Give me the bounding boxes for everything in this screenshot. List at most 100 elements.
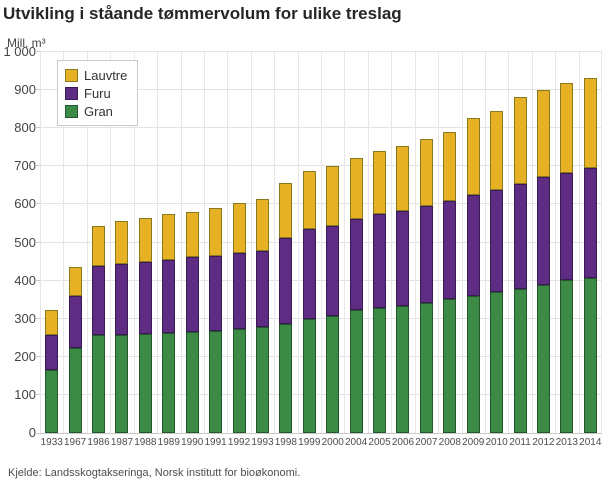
x-tick-label-1990: 1990 bbox=[181, 437, 204, 448]
x-tick-label-2014: 2014 bbox=[579, 437, 602, 448]
x-tick-label-2011: 2011 bbox=[509, 437, 531, 448]
bar-segment-furu-1991 bbox=[209, 255, 223, 331]
bar-segment-furu-2009 bbox=[466, 194, 480, 296]
bar-segment-lauvtre-2014 bbox=[583, 77, 597, 169]
bar-1986 bbox=[92, 225, 106, 433]
bar-segment-gran-1986 bbox=[92, 335, 106, 433]
bar-segment-gran-2011 bbox=[513, 288, 527, 433]
legend-label-gran: Gran bbox=[84, 103, 113, 119]
x-tick-label-1987: 1987 bbox=[110, 437, 134, 448]
bar-segment-lauvtre-2000 bbox=[326, 165, 340, 227]
y-tick-label-100: 100 bbox=[14, 386, 36, 402]
bar-segment-lauvtre-2009 bbox=[466, 117, 480, 195]
bar-segment-lauvtre-1988 bbox=[138, 217, 152, 262]
bar-1991 bbox=[209, 207, 223, 433]
bar-segment-furu-1988 bbox=[138, 261, 152, 334]
gridline-v-1 bbox=[63, 52, 64, 433]
bar-1933 bbox=[45, 310, 59, 433]
x-tick-label-1999: 1999 bbox=[298, 437, 321, 448]
y-tick-label-600: 600 bbox=[14, 196, 36, 212]
bar-segment-lauvtre-2007 bbox=[419, 139, 433, 206]
x-tick-label-2007: 2007 bbox=[415, 437, 438, 448]
bar-1967 bbox=[68, 267, 82, 433]
bar-segment-gran-1992 bbox=[232, 329, 246, 433]
bar-1990 bbox=[185, 211, 199, 433]
y-tick-label-0: 0 bbox=[28, 425, 36, 440]
bar-segment-gran-2013 bbox=[560, 280, 574, 433]
bar-segment-furu-2013 bbox=[560, 173, 574, 281]
bar-segment-gran-1998 bbox=[279, 323, 293, 433]
y-tick-label-900: 900 bbox=[14, 82, 36, 98]
bar-segment-gran-1991 bbox=[209, 330, 223, 433]
gridline-v-15 bbox=[391, 52, 392, 433]
bar-1988 bbox=[138, 217, 152, 433]
bar-segment-lauvtre-2008 bbox=[443, 132, 457, 201]
y-tick-800 bbox=[35, 127, 40, 129]
x-tick-label-2006: 2006 bbox=[391, 437, 415, 448]
x-tick-label-2000: 2000 bbox=[321, 437, 344, 448]
bar-segment-furu-1989 bbox=[162, 260, 176, 333]
x-tick-label-2008: 2008 bbox=[438, 437, 461, 448]
bar-segment-gran-2012 bbox=[536, 284, 550, 433]
y-tick-1000 bbox=[35, 51, 40, 52]
bar-segment-furu-1933 bbox=[45, 335, 59, 371]
y-tick-label-200: 200 bbox=[14, 348, 36, 364]
bar-segment-furu-1993 bbox=[255, 250, 269, 328]
bar-segment-furu-2005 bbox=[373, 213, 387, 309]
bar-segment-furu-1987 bbox=[115, 263, 129, 335]
x-tick-label-1967: 1967 bbox=[63, 437, 87, 448]
bar-1987 bbox=[115, 221, 129, 433]
gridline-v-18 bbox=[462, 52, 463, 433]
bar-segment-lauvtre-2012 bbox=[536, 90, 550, 178]
gridline-v-16 bbox=[415, 52, 416, 433]
bar-segment-gran-1987 bbox=[115, 334, 129, 433]
gridline-v-19 bbox=[485, 52, 486, 433]
y-axis-unit: Mill. m³ bbox=[7, 36, 46, 50]
x-tick-label-1986: 1986 bbox=[87, 437, 110, 448]
bar-segment-gran-1989 bbox=[162, 332, 176, 433]
gridline-v-3 bbox=[110, 52, 111, 433]
gridline-v-4 bbox=[134, 52, 135, 433]
gridline-v-20 bbox=[508, 52, 509, 433]
x-tick-label-1933: 1933 bbox=[40, 437, 63, 448]
legend-swatch-lauvtre-icon bbox=[65, 68, 78, 82]
bar-segment-lauvtre-1992 bbox=[232, 203, 246, 254]
bar-segment-lauvtre-2005 bbox=[373, 151, 387, 214]
bar-segment-gran-1993 bbox=[255, 327, 269, 433]
gridline-v-13 bbox=[344, 52, 345, 433]
bar-2008 bbox=[443, 132, 457, 433]
gridline-v-0 bbox=[40, 52, 41, 433]
bar-segment-furu-2012 bbox=[536, 177, 550, 285]
gridline-h-1000 bbox=[40, 51, 602, 52]
x-tick-label-1989: 1989 bbox=[157, 437, 180, 448]
bar-segment-gran-1967 bbox=[68, 348, 82, 433]
gridline-v-11 bbox=[298, 52, 299, 433]
bar-segment-gran-2010 bbox=[490, 291, 504, 433]
gridline-v-7 bbox=[204, 52, 205, 433]
x-tick-label-2004: 2004 bbox=[344, 437, 368, 448]
x-tick-label-1988: 1988 bbox=[134, 437, 157, 448]
y-tick-500 bbox=[35, 241, 40, 243]
bar-segment-gran-1933 bbox=[45, 370, 59, 433]
gridline-v-5 bbox=[157, 52, 158, 433]
y-tick-label-300: 300 bbox=[14, 310, 36, 326]
bar-2004 bbox=[349, 157, 363, 434]
bar-segment-furu-2014 bbox=[583, 168, 597, 279]
y-tick-200 bbox=[35, 355, 40, 357]
legend: Lauvtre Furu Gran bbox=[57, 60, 139, 126]
x-tick-label-2013: 2013 bbox=[555, 437, 578, 448]
bar-2012 bbox=[536, 90, 550, 433]
bar-segment-lauvtre-1999 bbox=[302, 170, 316, 230]
x-tick-label-2012: 2012 bbox=[532, 437, 555, 448]
gridline-v-23 bbox=[579, 52, 580, 433]
gridline-v-10 bbox=[274, 52, 275, 433]
bar-segment-furu-1998 bbox=[279, 238, 293, 324]
plot-area: Lauvtre Furu Gran bbox=[35, 51, 602, 434]
legend-label-lauvtre: Lauvtre bbox=[84, 67, 128, 83]
bar-segment-gran-2014 bbox=[583, 278, 597, 433]
bar-segment-gran-2005 bbox=[373, 308, 387, 433]
gridline-v-14 bbox=[368, 52, 369, 433]
legend-swatch-furu-icon bbox=[65, 86, 78, 100]
bar-segment-gran-2000 bbox=[326, 315, 340, 433]
